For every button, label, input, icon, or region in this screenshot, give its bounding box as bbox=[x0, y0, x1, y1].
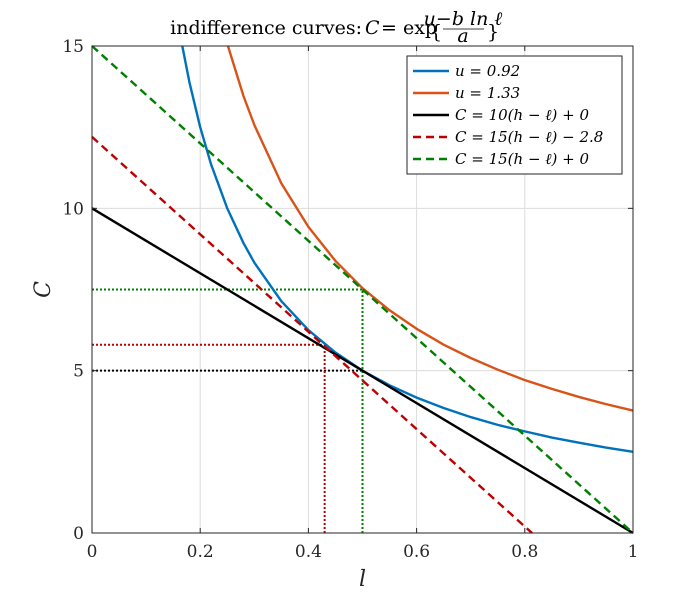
chart-title-brace-right: } bbox=[487, 21, 499, 43]
y-tick-label-1: 5 bbox=[73, 362, 84, 382]
series-line-3 bbox=[91, 136, 533, 534]
chart-title: indifference curves: C = exp { u−b ln ℓ … bbox=[170, 8, 502, 47]
x-axis-label: l bbox=[359, 567, 366, 592]
plot-area-border bbox=[91, 45, 634, 534]
x-tick-label-4: 0.8 bbox=[511, 542, 538, 562]
y-tick-label-0: 0 bbox=[73, 524, 84, 544]
x-tick-label-5: 1 bbox=[628, 542, 639, 562]
x-tick-label-2: 0.4 bbox=[295, 542, 322, 562]
series-line-4 bbox=[91, 45, 634, 534]
ticks bbox=[91, 45, 634, 534]
y-tick-label-2: 10 bbox=[62, 199, 84, 219]
legend-label-2: C = 10(h − ℓ) + 0 bbox=[455, 106, 589, 124]
chart-title-formula: C bbox=[365, 17, 380, 39]
chart-title-brace-left: { bbox=[430, 21, 442, 43]
legend: u = 0.92 u = 1.33 C = 10(h − ℓ) + 0 C = 15(… bbox=[406, 55, 623, 175]
legend-label-3: C = 15(h − ℓ) − 2.8 bbox=[455, 128, 603, 146]
series-line-1 bbox=[226, 45, 634, 412]
x-tick-label-1: 0.2 bbox=[187, 542, 214, 562]
chart-title-text: indifference curves: bbox=[170, 17, 362, 39]
reference-lines bbox=[92, 288, 364, 533]
x-tick-label-0: 0 bbox=[87, 542, 98, 562]
series-lines bbox=[91, 45, 634, 535]
legend-label-1: u = 1.33 bbox=[455, 84, 520, 102]
legend-label-4: C = 15(h − ℓ) + 0 bbox=[455, 150, 589, 168]
legend-label-0: u = 0.92 bbox=[455, 62, 520, 80]
y-axis-label: C bbox=[31, 281, 56, 298]
x-tick-label-3: 0.6 bbox=[403, 542, 430, 562]
chart-title-formula-eq: = exp bbox=[381, 17, 437, 39]
series-line-2 bbox=[91, 207, 634, 535]
chart-title-denominator: a bbox=[457, 25, 468, 47]
chart-title-numerator: u−b ln ℓ bbox=[424, 8, 503, 30]
y-tick-label-3: 15 bbox=[62, 37, 84, 57]
